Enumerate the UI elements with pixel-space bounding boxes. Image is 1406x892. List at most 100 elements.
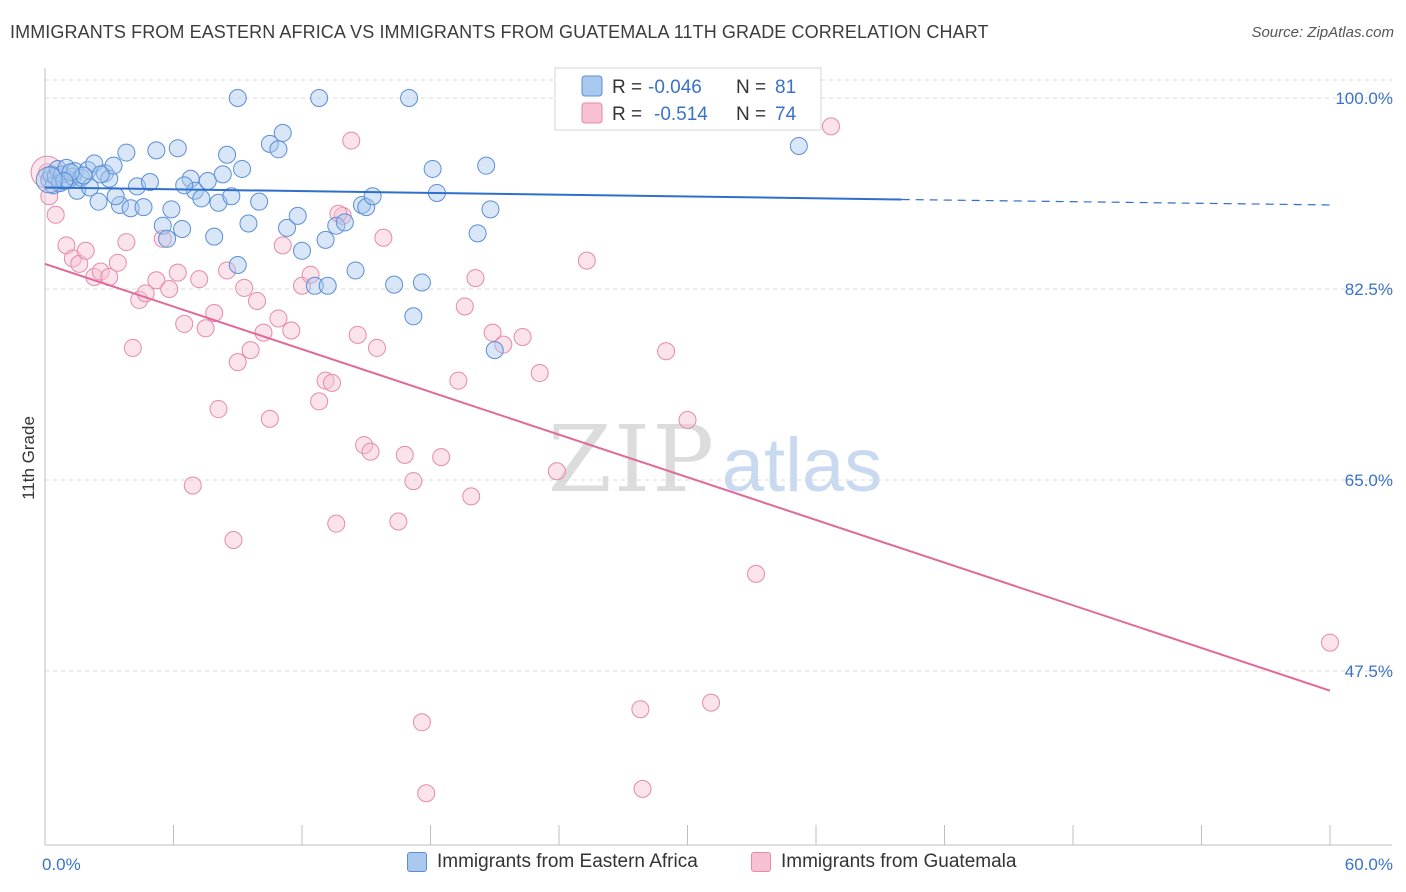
legend-blue-n-value: 81 [775, 77, 796, 98]
data-point [412, 713, 431, 732]
data-point [702, 693, 721, 712]
data-point [158, 229, 177, 248]
data-point [363, 187, 382, 206]
y-tick-label: 82.5% [1345, 280, 1393, 299]
data-point [218, 145, 237, 164]
legend-swatch-guatemala [751, 852, 771, 872]
data-point [147, 141, 166, 160]
data-point [228, 89, 247, 107]
data-point [162, 200, 181, 219]
data-point [1321, 633, 1339, 652]
data-point [481, 200, 500, 219]
data-point [173, 219, 192, 238]
data-point [147, 271, 166, 290]
legend-pink-r-label: R = [612, 104, 647, 125]
data-point [483, 323, 502, 342]
data-point [327, 514, 346, 533]
data-point [494, 335, 513, 354]
data-point [389, 512, 408, 531]
data-point [423, 159, 442, 178]
data-point [205, 227, 224, 246]
data-point [117, 143, 136, 162]
data-point [260, 134, 279, 153]
data-point [123, 338, 142, 357]
data-point [278, 218, 297, 237]
legend-label-guatemala: Immigrants from Guatemala [781, 851, 1017, 872]
data-point [631, 700, 650, 719]
x-tick-label-max: 60.0% [1345, 855, 1393, 874]
axes [44, 68, 1392, 846]
data-point [355, 436, 374, 455]
data-point [361, 442, 380, 461]
data-point [106, 187, 125, 206]
data-point [205, 304, 224, 323]
data-point [310, 89, 329, 107]
data-point [404, 307, 423, 326]
data-point [218, 261, 237, 280]
svg-text:R = -0.046 N =: R = -0.046 N = 81 [612, 77, 796, 98]
data-point [288, 206, 307, 225]
trend-line-eastern-africa [44, 186, 902, 201]
data-point [316, 371, 335, 390]
data-point [228, 353, 247, 372]
legend-item-eastern-africa[interactable]: Immigrants from Eastern Africa [407, 851, 698, 873]
legend-swatch-pink [581, 102, 603, 124]
data-point [346, 261, 365, 280]
data-point [335, 213, 354, 232]
chart-title: IMMIGRANTS FROM EASTERN AFRICA VS IMMIGR… [10, 22, 989, 42]
data-point [412, 273, 431, 292]
data-point [89, 192, 108, 211]
data-point [322, 373, 341, 392]
data-point [432, 448, 451, 467]
data-point [821, 117, 840, 136]
data-point [301, 265, 320, 284]
data-point [224, 531, 243, 550]
data-point [577, 251, 596, 270]
watermark-atlas: atlas [722, 423, 883, 508]
data-point [198, 171, 217, 190]
data-point [160, 280, 179, 298]
data-point [222, 187, 241, 206]
data-point [547, 462, 566, 481]
data-point [305, 276, 324, 295]
data-point [530, 364, 549, 383]
data-point [117, 233, 136, 252]
data-point [134, 198, 153, 217]
data-point [241, 341, 260, 360]
data-point [455, 297, 474, 316]
legend-pink-r-value: -0.514 [654, 104, 708, 125]
trend-line-eastern-africa-extension [901, 198, 1331, 206]
legend-item-guatemala[interactable]: Immigrants from Guatemala [751, 851, 1016, 873]
data-point [260, 409, 279, 428]
data-point [190, 270, 209, 289]
data-point [678, 410, 697, 429]
data-point [192, 189, 211, 208]
data-point [104, 156, 123, 175]
source-credit: Source: ZipAtlas.com [1251, 24, 1394, 41]
legend-blue-r-label: R = [612, 77, 647, 98]
data-point [417, 784, 436, 803]
data-point [367, 338, 386, 357]
data-point [110, 195, 129, 214]
data-point [273, 123, 292, 142]
data-point [449, 371, 468, 390]
data-point [789, 137, 808, 156]
data-point [168, 139, 187, 158]
trend-lines [44, 186, 1331, 692]
data-point [400, 89, 419, 107]
x-tick-label-min: 0.0% [42, 855, 81, 874]
axis-labels: 47.5% 65.0% 82.5% 100.0% 0.0% 60.0% [42, 89, 1393, 874]
data-point [342, 131, 361, 150]
data-point [91, 165, 110, 184]
data-point [316, 230, 335, 249]
y-axis-title: 11th Grade [19, 416, 38, 500]
correlation-legend: R = -0.046 N = 81 R = -0.514 N = 74 [554, 67, 822, 131]
data-point [175, 176, 194, 195]
data-point [233, 159, 252, 178]
y-tick-label: 100.0% [1335, 89, 1393, 108]
data-point [485, 341, 504, 360]
data-point [466, 269, 485, 288]
data-point [310, 392, 329, 411]
data-point [209, 400, 228, 419]
data-point [385, 275, 404, 294]
